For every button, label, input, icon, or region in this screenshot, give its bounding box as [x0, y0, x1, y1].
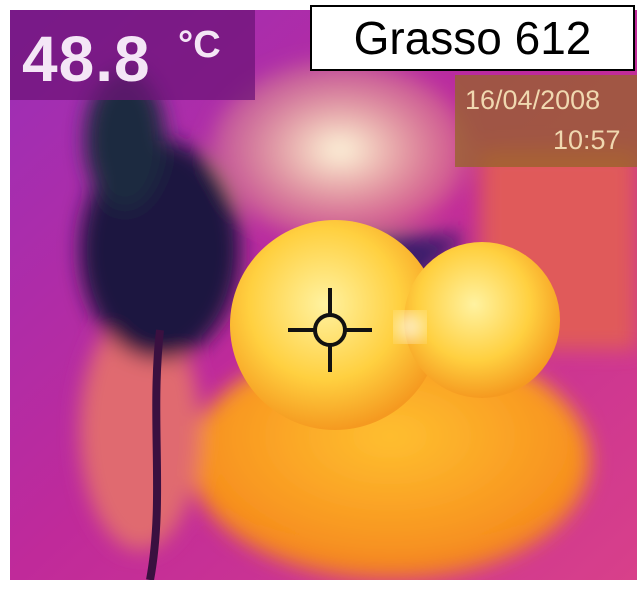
cylinder-right: [404, 242, 560, 398]
hot-top: [210, 60, 470, 240]
temperature-box: 48.8 °C: [10, 10, 255, 100]
hot-spot: [396, 313, 424, 341]
cylinder-left: [230, 220, 440, 430]
cable: [146, 329, 164, 581]
temperature-unit: °C: [178, 24, 221, 66]
time: 10:57: [553, 125, 621, 155]
temperature-value: 48.8: [22, 23, 151, 95]
crosshair: [288, 288, 372, 372]
bottom-border: [10, 580, 637, 589]
date: 16/04/2008: [465, 85, 601, 115]
cold-part: [85, 70, 165, 210]
warm-pipe: [80, 310, 200, 550]
timestamp-box: 16/04/2008 10:57: [455, 75, 637, 167]
image-label: Grasso 612: [310, 5, 635, 71]
